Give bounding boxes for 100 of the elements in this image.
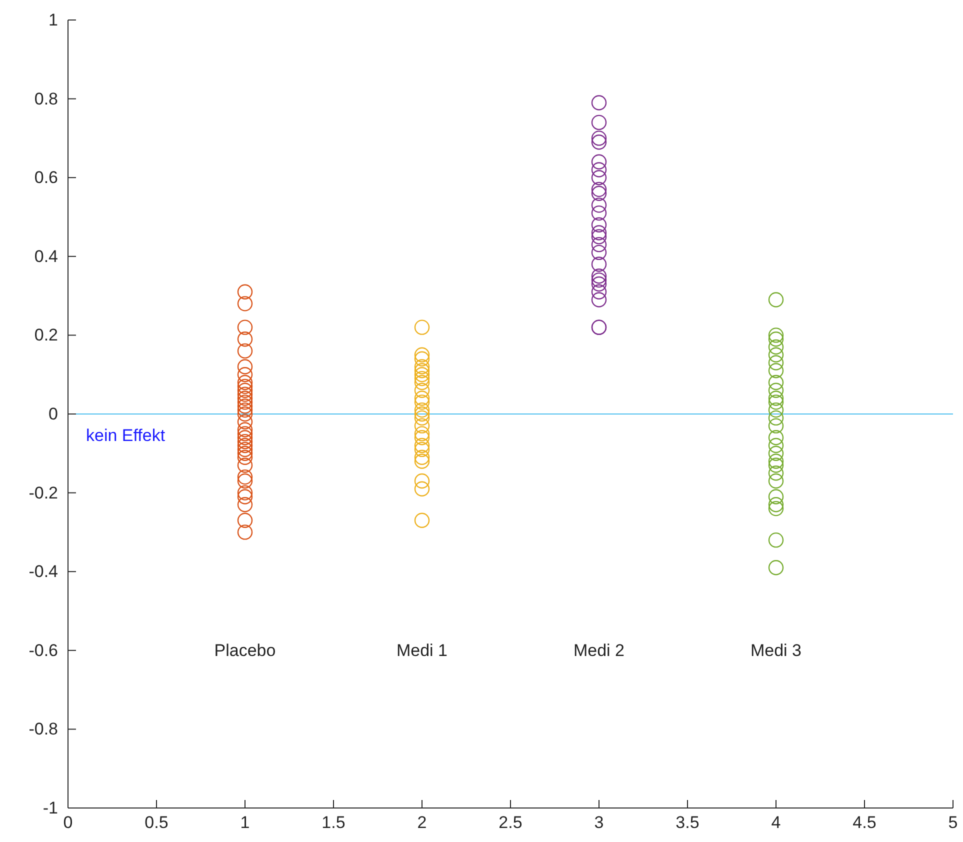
x-tick-label: 2	[417, 813, 427, 832]
point	[768, 347, 784, 362]
annotation: Placebo	[214, 640, 276, 660]
point	[591, 256, 607, 272]
point	[768, 418, 784, 434]
point	[237, 320, 253, 335]
point	[591, 217, 607, 232]
point	[768, 332, 784, 347]
point	[237, 438, 253, 454]
point	[768, 446, 784, 461]
point	[768, 430, 784, 446]
y-tick-label: 1	[48, 10, 58, 30]
point	[414, 406, 430, 422]
point	[414, 418, 430, 434]
x-tick-label: 4	[771, 813, 781, 832]
point	[237, 485, 253, 500]
annotation: Medi 3	[750, 640, 802, 660]
point	[237, 426, 253, 442]
y-tick-label: 0.2	[34, 326, 58, 345]
point	[414, 382, 430, 398]
point	[237, 469, 253, 485]
point	[768, 560, 784, 576]
point	[414, 426, 430, 442]
point	[768, 500, 784, 516]
x-tick-label: 3.5	[676, 813, 700, 832]
x-tick-label: 5	[948, 813, 958, 832]
point	[768, 497, 784, 512]
point	[591, 162, 607, 178]
point	[414, 394, 430, 410]
point	[414, 367, 430, 382]
x-tick-label: 4.5	[852, 813, 876, 832]
point	[237, 414, 253, 430]
point	[591, 268, 607, 284]
y-tick-label: -0.2	[28, 483, 58, 502]
point	[414, 454, 430, 469]
point	[768, 390, 784, 406]
point	[768, 402, 784, 418]
point	[768, 454, 784, 469]
point	[591, 244, 607, 260]
point	[237, 367, 253, 382]
point	[414, 351, 430, 366]
point	[237, 296, 253, 312]
point	[414, 363, 430, 378]
annotation: Medi 1	[396, 640, 448, 660]
x-tick-label: 1	[240, 813, 250, 832]
point	[591, 186, 607, 201]
point	[768, 355, 784, 370]
point	[414, 473, 430, 489]
y-tick-label: -1	[42, 798, 58, 818]
y-tick-label: 0	[48, 404, 58, 424]
point	[768, 292, 784, 308]
point	[237, 524, 253, 540]
point	[591, 114, 607, 130]
y-tick-label: 0.8	[34, 89, 58, 108]
point	[591, 198, 607, 213]
point	[768, 382, 784, 398]
point	[414, 402, 430, 418]
point	[237, 402, 253, 418]
y-tick-label: -0.6	[28, 640, 58, 660]
point	[237, 284, 253, 300]
y-tick-label: -0.4	[28, 562, 58, 582]
y-tick-label: 0.6	[34, 168, 58, 188]
point	[591, 284, 607, 300]
point	[414, 442, 430, 458]
point	[237, 434, 253, 450]
point	[591, 134, 607, 150]
point	[768, 489, 784, 504]
point	[414, 410, 430, 426]
point	[414, 370, 430, 386]
point	[591, 182, 607, 198]
point	[768, 328, 784, 343]
point	[591, 272, 607, 288]
x-tick-label: 1.5	[322, 813, 346, 832]
point	[237, 512, 253, 528]
point	[768, 473, 784, 489]
point	[237, 422, 253, 438]
point	[237, 458, 253, 473]
point	[414, 374, 430, 390]
annotation: Medi 2	[573, 640, 625, 660]
point	[414, 320, 430, 335]
point	[237, 386, 253, 402]
point	[237, 332, 253, 347]
point	[768, 458, 784, 473]
point	[591, 154, 607, 170]
point	[237, 359, 253, 374]
y-tick-label: -0.8	[28, 720, 58, 739]
point	[591, 95, 607, 110]
point	[768, 410, 784, 426]
point	[768, 363, 784, 378]
point	[591, 130, 607, 146]
point	[591, 170, 607, 186]
x-tick-label: 0.5	[144, 813, 168, 832]
point	[414, 438, 430, 454]
point	[237, 489, 253, 504]
point	[414, 430, 430, 446]
point	[237, 450, 253, 465]
point	[414, 450, 430, 465]
point	[237, 390, 253, 406]
point	[768, 466, 784, 481]
point	[237, 394, 253, 410]
